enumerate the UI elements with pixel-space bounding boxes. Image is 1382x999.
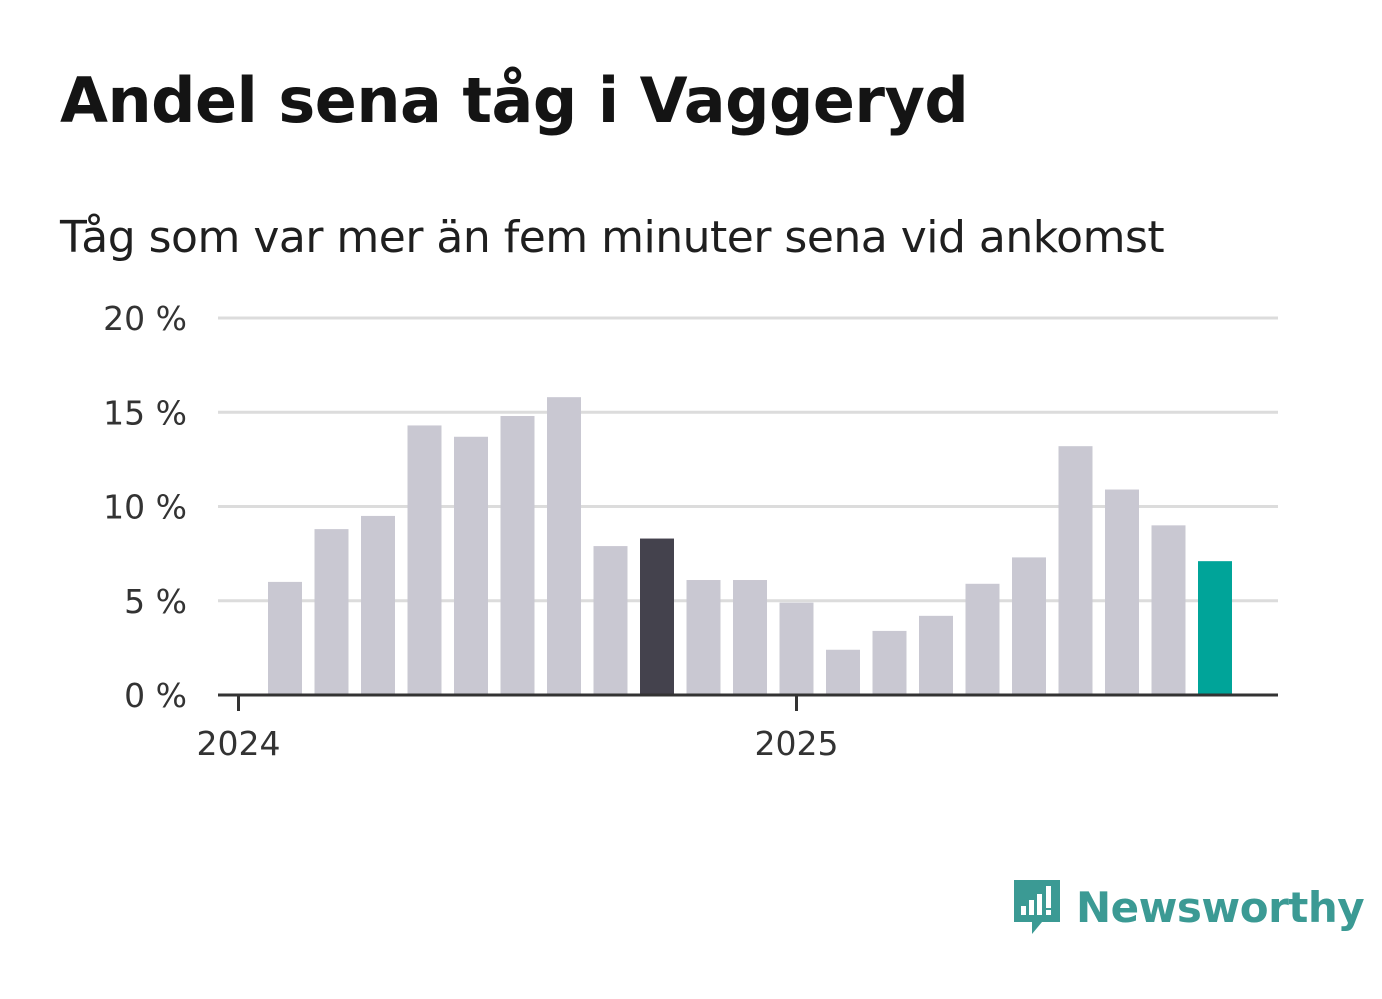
bar-2024-06 <box>454 436 488 695</box>
brand-logo: Newsworthy <box>1010 876 1365 938</box>
bar-2025-08 <box>1105 489 1139 695</box>
y-tick-label: 10 % <box>103 488 187 527</box>
bar-chart: 0 % 5 % 10 % 15 % 20 % 2024 2025 <box>103 299 1278 763</box>
bar-2025-05 <box>965 583 1000 695</box>
y-tick-label: 15 % <box>103 393 187 432</box>
chart-title: Andel sena tåg i Vaggeryd <box>60 64 969 137</box>
x-axis <box>218 693 1278 711</box>
bar-2024-10 <box>640 538 674 695</box>
tick-labels: 0 % 5 % 10 % 15 % 20 % 2024 2025 <box>103 299 838 763</box>
bar-2024-08 <box>547 397 581 695</box>
y-tick-label: 0 % <box>124 676 187 715</box>
bar-2025-09 <box>1151 525 1186 695</box>
bars <box>268 397 1232 695</box>
bar-2024-09 <box>593 546 628 695</box>
bar-2025-10 <box>1198 561 1232 695</box>
x-tick-label: 2024 <box>197 724 281 763</box>
bar-2025-06 <box>1012 557 1046 695</box>
chart-subtitle: Tåg som var mer än fem minuter sena vid … <box>60 212 1165 263</box>
bar-2024-05 <box>407 425 442 695</box>
y-tick-label: 5 % <box>124 582 187 621</box>
bar-2024-07 <box>500 416 535 695</box>
bar-2024-04 <box>361 515 395 695</box>
bar-2025-02 <box>826 649 860 695</box>
bar-2025-04 <box>919 615 953 695</box>
bar-2025-03 <box>872 630 907 695</box>
bar-2025-07 <box>1058 446 1093 695</box>
bar-2024-12 <box>733 580 767 695</box>
bar-2024-11 <box>686 580 721 695</box>
bar-2024-02 <box>268 581 302 695</box>
x-tick-label: 2025 <box>755 724 839 763</box>
brand-name: Newsworthy <box>1076 882 1365 932</box>
bar-2025-01 <box>779 602 814 695</box>
y-tick-label: 20 % <box>103 299 187 338</box>
bar-2024-03 <box>314 529 349 695</box>
newsworthy-logo-icon <box>1014 880 1060 934</box>
